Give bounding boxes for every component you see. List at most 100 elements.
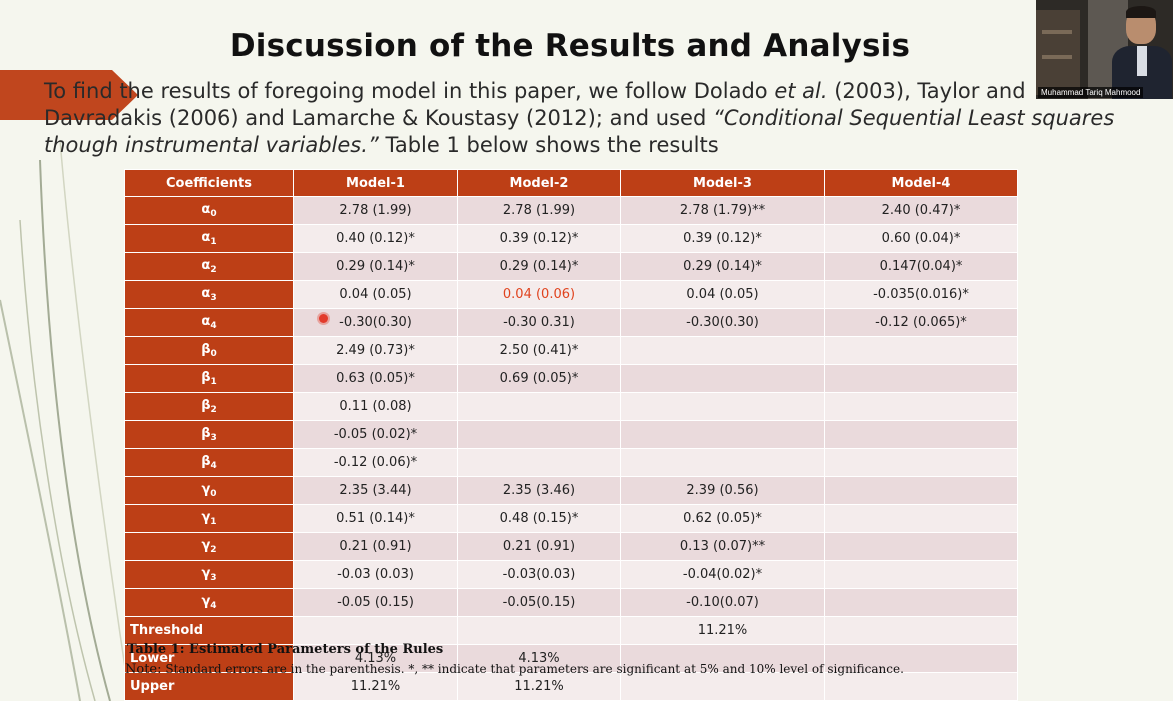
row-label-text: Lower	[130, 651, 175, 666]
arrow-accent-shape	[0, 70, 138, 120]
webcam-overlay[interactable]: Muhammad Tariq Mahmood	[1036, 0, 1173, 99]
pointer-cursor	[319, 314, 328, 323]
coefficient-label: γ0	[124, 476, 294, 505]
table-row: Threshold 11.21%	[124, 616, 1018, 645]
coefficient-subscript: 2	[210, 405, 217, 415]
row-label-text: Upper	[130, 679, 175, 694]
table-cell: -0.10(0.07)	[620, 588, 825, 617]
coefficient-subscript: 4	[210, 461, 217, 471]
row-label-text: Threshold	[130, 623, 204, 638]
coefficient-subscript: 4	[210, 321, 217, 331]
coefficient-label: γ3	[124, 560, 294, 589]
table-row: α1 0.40 (0.12)* 0.39 (0.12)* 0.39 (0.12)* 0.…	[124, 224, 1018, 253]
table-cell: 11.21%	[457, 672, 621, 701]
table-cell	[620, 644, 825, 673]
table-cell: 0.60 (0.04)*	[824, 224, 1018, 253]
table-header-row: Coefficients Model-1 Model-2 Model-3 Mod…	[124, 169, 1018, 197]
coefficient-label: α4	[124, 308, 294, 337]
table-cell: 0.62 (0.05)*	[620, 504, 825, 533]
table-cell: 0.13 (0.07)**	[620, 532, 825, 561]
table-row: β2 0.11 (0.08)	[124, 392, 1018, 421]
presenter-hair	[1126, 6, 1156, 18]
coefficient-symbol: γ	[201, 482, 211, 497]
table-cell: 0.04 (0.05)	[293, 280, 458, 309]
table-cell: 0.39 (0.12)*	[457, 224, 621, 253]
note-label: Note:	[125, 662, 162, 677]
table-cell: -0.12 (0.06)*	[293, 448, 458, 477]
table-cell: 0.39 (0.12)*	[620, 224, 825, 253]
header-model-3: Model-3	[620, 169, 825, 197]
table-cell	[824, 616, 1018, 645]
table-cell: -0.04(0.02)*	[620, 560, 825, 589]
table-cell: 0.11 (0.08)	[293, 392, 458, 421]
table-cell: 0.29 (0.14)*	[620, 252, 825, 281]
table-row: γ3 -0.03 (0.03) -0.03(0.03) -0.04(0.02)*	[124, 560, 1018, 589]
coefficient-subscript: 0	[210, 209, 217, 219]
table-row: α3 0.04 (0.05) 0.04 (0.06) 0.04 (0.05) -0.03…	[124, 280, 1018, 309]
table-row: γ0 2.35 (3.44) 2.35 (3.46) 2.39 (0.56)	[124, 476, 1018, 505]
coefficient-label: β4	[124, 448, 294, 477]
coefficient-label: Upper	[124, 672, 294, 701]
table-cell	[457, 616, 621, 645]
table-cell: 0.04 (0.06)	[457, 280, 621, 309]
table-cell: 2.50 (0.41)*	[457, 336, 621, 365]
coefficient-label: Threshold	[124, 616, 294, 645]
coefficient-symbol: α	[201, 286, 211, 301]
coefficient-subscript: 3	[210, 293, 217, 303]
table-cell: -0.30(0.30)	[293, 308, 458, 337]
table-row: β0 2.49 (0.73)* 2.50 (0.41)*	[124, 336, 1018, 365]
coefficient-symbol: β	[201, 342, 211, 357]
coefficient-subscript: 3	[210, 573, 217, 583]
coefficient-label: γ4	[124, 588, 294, 617]
table-row: α0 2.78 (1.99) 2.78 (1.99) 2.78 (1.79)** 2.4…	[124, 196, 1018, 225]
table-note: Note: Standard errors are in the parenth…	[125, 662, 904, 677]
table-cell: 2.78 (1.79)**	[620, 196, 825, 225]
coefficient-symbol: β	[201, 370, 211, 385]
header-model-1: Model-1	[293, 169, 458, 197]
table-cell	[457, 392, 621, 421]
note-text: Standard errors are in the parenthesis. …	[165, 662, 904, 676]
table-cell	[457, 448, 621, 477]
table-cell	[620, 672, 825, 701]
table-cell	[620, 336, 825, 365]
bookshelf	[1036, 10, 1080, 95]
table-cell: 2.78 (1.99)	[457, 196, 621, 225]
coefficient-subscript: 0	[210, 489, 217, 499]
table-row: β4 -0.12 (0.06)*	[124, 448, 1018, 477]
coefficient-subscript: 3	[210, 433, 217, 443]
intro-text-3: Table 1 below shows the results	[378, 133, 719, 157]
table-cell	[824, 392, 1018, 421]
table-row: γ1 0.51 (0.14)* 0.48 (0.15)* 0.62 (0.05)*	[124, 504, 1018, 533]
table-cell	[457, 420, 621, 449]
table-cell: 2.40 (0.47)*	[824, 196, 1018, 225]
coefficient-label: α2	[124, 252, 294, 281]
table-cell: 0.48 (0.15)*	[457, 504, 621, 533]
results-table: Coefficients Model-1 Model-2 Model-3 Mod…	[124, 169, 1018, 701]
table-cell	[824, 448, 1018, 477]
slide-title: Discussion of the Results and Analysis	[229, 28, 911, 64]
table-cell	[620, 392, 825, 421]
table-cell	[824, 560, 1018, 589]
table-cell: 0.51 (0.14)*	[293, 504, 458, 533]
coefficient-symbol: α	[201, 202, 211, 217]
table-cell: 2.49 (0.73)*	[293, 336, 458, 365]
table-cell	[824, 336, 1018, 365]
table-cell: 11.21%	[620, 616, 825, 645]
coefficient-label: α1	[124, 224, 294, 253]
coefficient-symbol: α	[201, 314, 211, 329]
table-row: β1 0.63 (0.05)* 0.69 (0.05)*	[124, 364, 1018, 393]
presenter-shirt	[1137, 46, 1147, 76]
coefficient-symbol: β	[201, 454, 211, 469]
table-cell: 2.39 (0.56)	[620, 476, 825, 505]
coefficient-symbol: γ	[201, 566, 211, 581]
coefficient-label: β2	[124, 392, 294, 421]
shelf-board	[1042, 55, 1072, 59]
table-cell: -0.03 (0.03)	[293, 560, 458, 589]
table-cell: 11.21%	[293, 672, 458, 701]
table-cell: -0.05(0.15)	[457, 588, 621, 617]
coefficient-symbol: γ	[201, 510, 211, 525]
table-cell	[620, 448, 825, 477]
table-cell: 2.78 (1.99)	[293, 196, 458, 225]
coefficient-label: β3	[124, 420, 294, 449]
